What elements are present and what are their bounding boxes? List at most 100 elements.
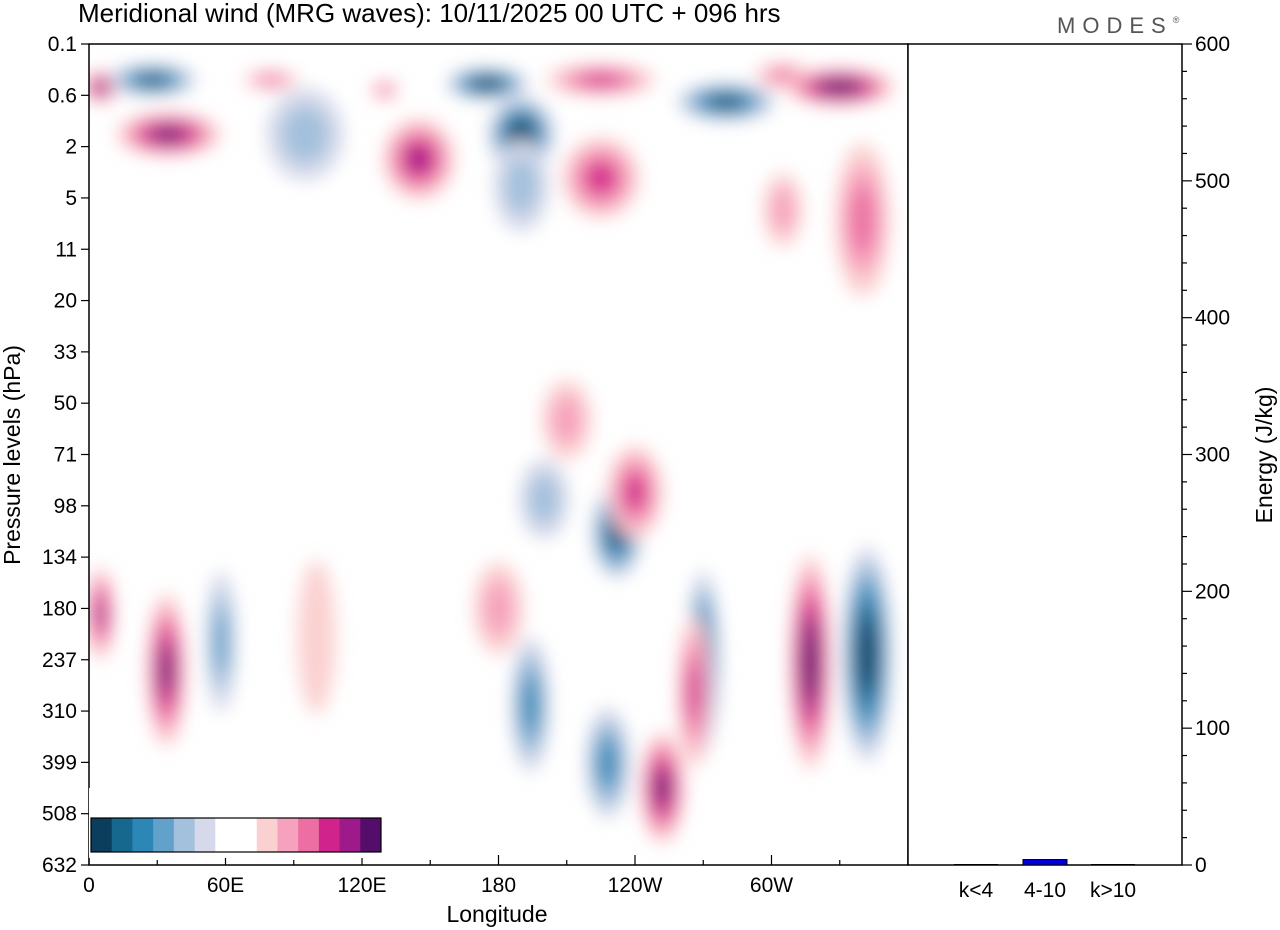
x-axis-label: Longitude — [446, 901, 547, 927]
colorbar-box — [318, 818, 341, 852]
chart-title: Meridional wind (MRG waves): 10/11/2025 … — [78, 0, 781, 28]
contour-level — [478, 80, 496, 87]
y-tick-label: 98 — [54, 495, 77, 518]
colorbar-box — [339, 818, 361, 852]
contour-level — [581, 74, 620, 86]
y-tick-label: 632 — [42, 854, 77, 877]
contour-level — [96, 600, 105, 627]
y-tick-label: 134 — [42, 546, 77, 569]
y-tick-label: 33 — [54, 341, 77, 364]
colorbar-box — [360, 818, 382, 852]
energy-tick-label: 200 — [1195, 580, 1230, 603]
contour-feature-13 — [755, 63, 811, 88]
energy-tick-label: 300 — [1195, 444, 1230, 467]
contour-level — [528, 474, 560, 524]
contour-level — [161, 651, 171, 689]
contour-feature-12 — [676, 83, 776, 121]
colorbar-box — [277, 818, 299, 852]
contour-level — [805, 639, 815, 685]
y-tick-label: 508 — [42, 803, 77, 826]
contour-level — [587, 164, 615, 192]
y-tick-label: 237 — [42, 649, 77, 672]
colorbar-box — [153, 818, 175, 852]
y-tick-label: 20 — [54, 290, 77, 313]
colorbar-box — [91, 818, 113, 852]
contour-feature-0 — [89, 71, 117, 103]
contour-level — [828, 83, 852, 91]
y-tick-label: 180 — [42, 597, 77, 620]
contour-feature-23 — [473, 562, 524, 655]
contour-level — [771, 187, 795, 233]
contour-level — [408, 147, 430, 171]
contour-feature-15 — [835, 142, 890, 297]
colorbar-box — [298, 818, 320, 852]
contour-level — [483, 580, 514, 637]
contour-feature-4 — [266, 88, 344, 181]
y-tick-label: 399 — [42, 751, 77, 774]
contour-feature-17 — [519, 459, 569, 540]
contour-feature-27 — [585, 707, 630, 819]
contour-level — [551, 395, 582, 445]
y-tick-label: 11 — [55, 238, 77, 261]
contour-feature-31 — [789, 554, 831, 770]
contour-level — [378, 85, 391, 95]
x-tick-label: 60W — [750, 874, 793, 897]
energy-bar — [1022, 859, 1068, 866]
contour-level — [657, 774, 668, 802]
contour-feature-30 — [677, 614, 711, 769]
contour-level — [514, 126, 529, 143]
contour-feature-20 — [89, 567, 115, 660]
contour-feature-21 — [147, 592, 186, 747]
y-tick-label: 50 — [54, 392, 77, 415]
contour-feature-28 — [640, 732, 685, 844]
contour-level — [861, 631, 873, 677]
contour-level — [523, 681, 537, 729]
contour-panel: 0.1 0.6 2 5 11 20 33 50 71 98 134 180 237 310 399 508 63… — [42, 33, 909, 897]
colorbar-box — [132, 818, 154, 852]
contour-feature-19 — [297, 560, 336, 715]
contour-level — [850, 185, 875, 255]
contour-level — [714, 97, 738, 107]
contour-feature-6 — [383, 119, 455, 200]
contour-feature-2 — [116, 112, 221, 156]
energy-tick-label: 500 — [1195, 170, 1230, 193]
contour-level — [688, 664, 700, 719]
contour-feature-22 — [205, 570, 236, 713]
y-axis-label: Pressure levels (hPa) — [0, 345, 25, 565]
contour-level — [156, 129, 182, 140]
brand-logo: MODES® — [1057, 13, 1186, 38]
energy-panel: 0 100 200 300 400 500 600 k<4 4-10 k>10 — [907, 33, 1230, 902]
colorbar-frame — [90, 817, 382, 853]
colorbar-box — [236, 818, 258, 852]
contour-feature-1 — [109, 64, 197, 96]
contour-feature-7 — [446, 68, 529, 100]
x-tick-label: 0 — [83, 874, 95, 897]
contour-feature-5 — [371, 80, 399, 100]
energy-category-label: k>10 — [1090, 879, 1136, 902]
colorbar-box — [194, 818, 216, 852]
contour-level — [297, 560, 336, 715]
colorbar-box — [111, 818, 133, 852]
energy-axis-label: Energy (J/kg) — [1251, 387, 1277, 524]
contour-level — [96, 83, 105, 91]
y-tick-label: 5 — [65, 187, 77, 210]
contour-level — [281, 105, 329, 163]
contour-feature-10 — [546, 64, 656, 96]
contour-feature-9 — [493, 139, 549, 232]
x-tick-label: 120E — [337, 874, 386, 897]
y-tick-label: 2 — [65, 136, 77, 159]
energy-tick-label: 100 — [1195, 717, 1230, 740]
x-tick-label: 60E — [207, 874, 244, 897]
contour-level — [142, 76, 164, 84]
contour-feature-11 — [562, 137, 640, 218]
energy-tick-label: 0 — [1195, 854, 1207, 877]
y-tick-label: 0.1 — [48, 33, 77, 56]
colorbar-box — [215, 818, 237, 852]
y-tick-label: 310 — [42, 700, 77, 723]
x-tick-label: 120W — [608, 874, 663, 897]
energy-category-label: k<4 — [959, 879, 994, 902]
contour-feature-16 — [763, 172, 802, 247]
energy-category-label: 4-10 — [1024, 879, 1066, 902]
contour-feature-32 — [842, 546, 892, 762]
contour-level — [214, 610, 228, 674]
